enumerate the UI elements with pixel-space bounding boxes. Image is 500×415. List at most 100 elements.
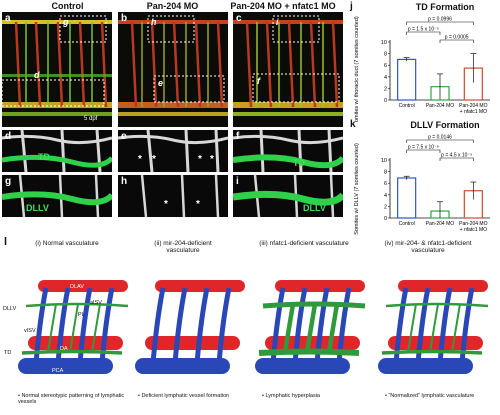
panel-a-inset-d: d — [34, 70, 40, 80]
pca-vessel — [255, 358, 350, 374]
schematic-title-normal: (i) Normal vasculature — [35, 240, 99, 247]
chart-j-category-label: Pan-204 MO — [426, 103, 454, 109]
chart-k-ytick-label: 6 — [384, 181, 387, 187]
asterisk-h2: * — [196, 199, 200, 210]
schematic-title-nfatc1: (iii) nfatc1-deficient vasculature — [259, 240, 349, 247]
chart-j-ytick-label: 6 — [384, 63, 387, 69]
asterisk-h1: * — [164, 199, 168, 210]
chart-k-pvalue-label: p = 7.5 x 10⁻⁸ — [408, 145, 439, 151]
chart-j-title: TD Formation — [415, 2, 475, 12]
chart-j-bar — [397, 58, 417, 101]
chart-k-category-label: Control — [399, 221, 415, 227]
panel-g-vessels — [2, 175, 112, 217]
panel-h-image: h * * — [118, 175, 228, 217]
chart-j-ytick-label: 0 — [384, 98, 387, 104]
panel-b-inset-h: h — [151, 17, 157, 27]
panel-c-inset-i: i — [276, 17, 279, 27]
dorsal-aorta — [28, 336, 123, 350]
chart-j-pvalue-bracket — [406, 21, 474, 25]
chart-k-title: DLLV Formation — [410, 120, 480, 130]
dlav-vessel — [38, 280, 128, 292]
chart-j-pvalue-bracket — [406, 31, 441, 35]
panel-i-image: i DLLV — [233, 175, 343, 217]
lymphatic-isv — [326, 303, 340, 353]
panel-e-vessels — [118, 130, 228, 172]
chart-k-ytick-label: 10 — [381, 158, 387, 164]
td-vessel — [381, 349, 483, 355]
label-pl: PL — [78, 312, 85, 318]
chart-k: Somites w/ DLLV (7 somites counted) 0 2 4 6 8… — [354, 135, 490, 235]
dorsal-aorta — [145, 336, 240, 350]
lymphatic-isv — [91, 303, 101, 353]
pca-vessel — [18, 358, 113, 374]
panel-d-td-label: TD — [38, 152, 50, 162]
panel-a-label: a — [5, 13, 11, 24]
chart-j-category-label: Pan-204 MO — [459, 103, 487, 109]
panel-e-label: e — [121, 131, 127, 142]
panel-b-image: b h e — [118, 12, 228, 127]
lymphatic-isv — [69, 303, 79, 353]
isv-vessel — [415, 287, 431, 364]
panel-i-vessels — [233, 175, 343, 217]
chart-j-ytick-label: 10 — [381, 40, 387, 46]
panel-c-image: c i f — [233, 12, 343, 127]
isv-vessel — [99, 287, 115, 364]
isv-vessel — [150, 287, 166, 364]
panel-f-image: f TD — [233, 130, 343, 172]
td-vessel — [258, 348, 360, 356]
panel-d-image: d TD — [2, 130, 112, 172]
column-title-control: Control — [51, 1, 84, 11]
pca-vessel — [378, 358, 473, 374]
panel-j-label: j — [350, 1, 353, 12]
label-dllv: DLLV — [3, 306, 17, 312]
isv-vessel — [77, 287, 93, 364]
dlav-vessel — [155, 280, 245, 292]
asterisk-e2: * — [152, 154, 156, 165]
bullet-nfatc1: • Lymphatic hyperplasia — [262, 393, 320, 399]
panel-f-td-label: TD — [293, 158, 305, 168]
panel-a-vessels — [2, 15, 112, 116]
panel-l-label: l — [4, 236, 8, 248]
chart-j-ytick-label: 8 — [384, 52, 387, 58]
lymphatic-isv — [429, 303, 439, 353]
panel-g-label: g — [5, 176, 12, 187]
panel-h-label: h — [121, 176, 128, 187]
column-title-pan204-nfatc1: Pan-204 MO + nfatc1 MO — [230, 1, 336, 11]
chart-k-ytick-label: 0 — [384, 216, 387, 222]
schematic-title-double: (iv) mir-204- & nfatc1-deficient vascula… — [384, 240, 472, 255]
panel-c-vessels — [233, 15, 343, 116]
chart-k-category-label: + nfatc1 MO — [460, 227, 487, 233]
lymphatic-isv — [282, 303, 296, 353]
panel-e-image: e * * * * — [118, 130, 228, 172]
isv-vessel — [194, 287, 210, 364]
chart-j-pvalue-label: p = 1.5 x 10⁻⁵ — [408, 27, 439, 33]
panel-i-dllv-label: DLLV — [303, 203, 326, 213]
label-da: DA — [60, 346, 68, 352]
isv-vessel — [292, 287, 308, 364]
chart-k-ytick-label: 4 — [384, 193, 387, 199]
asterisk-e1: * — [138, 154, 142, 165]
dorsal-aorta — [388, 336, 483, 350]
panel-a-image: a g d 5 dpf — [2, 12, 112, 127]
panel-d-vessels — [2, 130, 112, 172]
panel-b-inset-e: e — [158, 78, 164, 88]
panel-c-label: c — [236, 13, 242, 24]
td-vessel — [21, 349, 123, 355]
bullet-normal: • Normal stereotypic patterning of lymph… — [18, 393, 125, 405]
isv-vessel — [216, 287, 232, 364]
chart-j-ylabel: Somites w/ thoracic duct (7 somites coun… — [354, 16, 360, 122]
chart-k-pvalue-label: p = 0.0146 — [428, 135, 452, 141]
schematic-3 — [255, 280, 366, 374]
chart-k-category-label: Pan-204 MO — [459, 221, 487, 227]
chart-j-ytick-label: 2 — [384, 86, 387, 92]
panel-h-vessels — [140, 175, 220, 217]
chart-k-ylabel: Somites w/ DLLV (7 somites counted) — [354, 143, 360, 235]
chart-j-pvalue-label: p = 0.0996 — [428, 17, 452, 23]
chart-j-pvalue-label: p = 0.0005 — [445, 35, 469, 41]
label-pca: PCA — [52, 368, 64, 374]
panel-a-inset-g: g — [63, 17, 69, 27]
chart-j-category-label: Control — [399, 103, 415, 109]
chart-k-bar — [397, 177, 417, 219]
panel-b-label: b — [121, 13, 128, 24]
chart-k-pvalue-bracket — [406, 139, 474, 143]
